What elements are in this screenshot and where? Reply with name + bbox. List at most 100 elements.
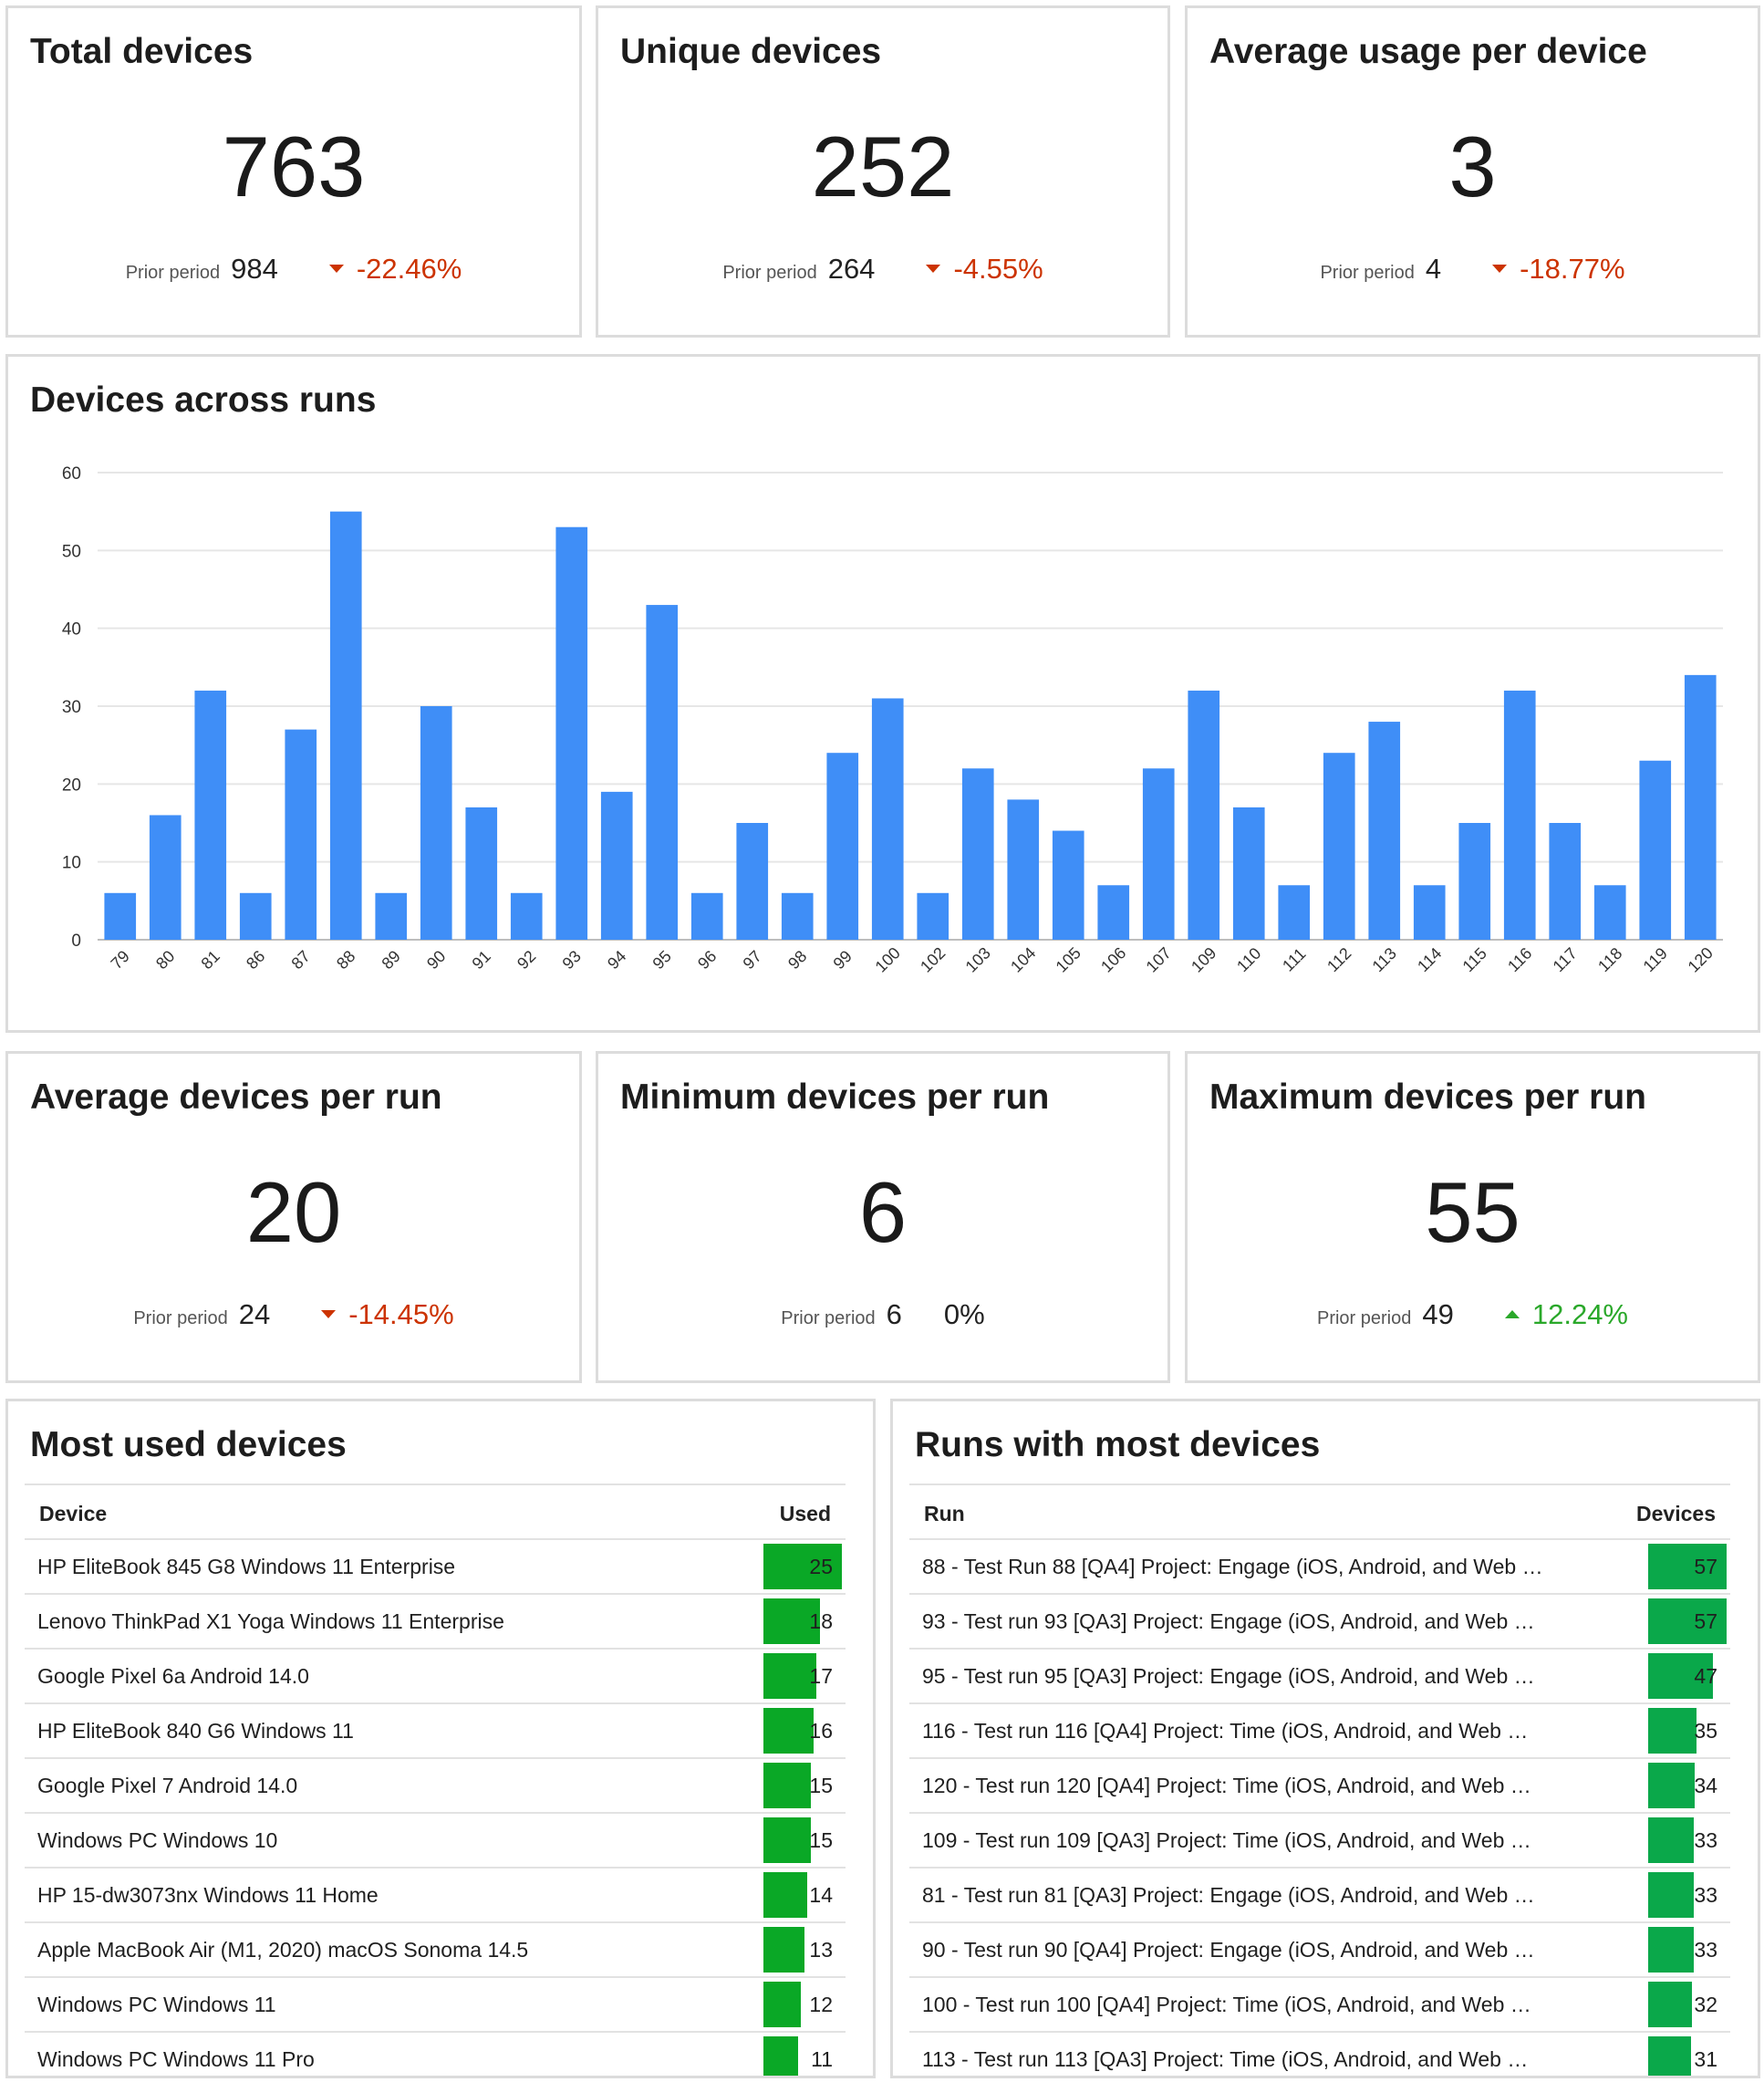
y-tick-label: 40	[62, 620, 81, 640]
kpi-value: 252	[811, 119, 955, 214]
data-bar	[763, 1653, 817, 1699]
triangle-down-icon	[1492, 265, 1508, 273]
bar-chart: 0 10 20 30 40 50 60 79 80 81 86 87 88 89 90 91 92 93 94 95 9…	[62, 464, 1723, 976]
bar-run-90[interactable]	[420, 706, 452, 940]
chart-title: Devices across runs	[30, 380, 377, 420]
bar-run-87[interactable]	[285, 729, 317, 940]
data-bar-cell: 34	[1648, 1763, 1727, 1808]
bar-run-109[interactable]	[1188, 690, 1220, 940]
table-row[interactable]: Google Pixel 7 Android 14.0 15	[25, 1759, 846, 1814]
bar-value: 47	[1694, 1664, 1717, 1688]
bar-run-115[interactable]	[1458, 823, 1491, 940]
data-bar	[1648, 1598, 1727, 1644]
table-row[interactable]: 81 - Test run 81 [QA3] Project: Engage (…	[909, 1869, 1730, 1923]
table-row[interactable]: HP 15-dw3073nx Windows 11 Home 14	[25, 1869, 846, 1923]
x-tick-label: 91	[469, 947, 494, 973]
table-row[interactable]: Windows PC Windows 11 Pro 11	[25, 2033, 846, 2076]
data-bar	[1648, 1708, 1697, 1754]
bar-run-100[interactable]	[871, 698, 904, 940]
table-row[interactable]: Apple MacBook Air (M1, 2020) macOS Sonom…	[25, 1923, 846, 1978]
bar-run-80[interactable]	[149, 815, 182, 940]
table-row[interactable]: 90 - Test run 90 [QA4] Project: Engage (…	[909, 1923, 1730, 1978]
bar-run-94[interactable]	[600, 791, 633, 940]
run-label: 81 - Test run 81 [QA3] Project: Engage (…	[922, 1883, 1535, 1907]
table-row[interactable]: 113 - Test run 113 [QA3] Project: Time (…	[909, 2033, 1730, 2076]
bar-run-107[interactable]	[1142, 768, 1175, 940]
bar-run-103[interactable]	[961, 768, 994, 940]
bar-run-105[interactable]	[1052, 830, 1084, 940]
data-bar-cell: 25	[763, 1544, 842, 1589]
bar-run-92[interactable]	[510, 892, 543, 940]
bar-run-110[interactable]	[1232, 807, 1265, 940]
column-header-devices[interactable]: Devices	[1636, 1502, 1716, 1525]
table-row[interactable]: 95 - Test run 95 [QA3] Project: Engage (…	[909, 1650, 1730, 1704]
table-row[interactable]: Windows PC Windows 11 12	[25, 1978, 846, 2033]
prior-period-label: Prior period	[1320, 263, 1415, 283]
column-header-used[interactable]: Used	[779, 1502, 831, 1525]
kpi-value: 20	[245, 1164, 342, 1260]
bar-run-117[interactable]	[1549, 823, 1582, 940]
bar-run-96[interactable]	[690, 892, 723, 940]
table-row[interactable]: Lenovo ThinkPad X1 Yoga Windows 11 Enter…	[25, 1595, 846, 1650]
delta-value: -18.77%	[1520, 253, 1625, 285]
x-tick-label: 103	[962, 943, 994, 975]
table-row[interactable]: HP EliteBook 845 G8 Windows 11 Enterpris…	[25, 1540, 846, 1595]
x-tick-label: 110	[1233, 944, 1264, 975]
table-row[interactable]: Windows PC Windows 10 15	[25, 1814, 846, 1869]
table-row[interactable]: 109 - Test run 109 [QA3] Project: Time (…	[909, 1814, 1730, 1869]
data-bar	[763, 1872, 808, 1918]
data-bar	[1648, 1653, 1713, 1699]
table-row[interactable]: HP EliteBook 840 G6 Windows 11 16	[25, 1704, 846, 1759]
bar-run-86[interactable]	[239, 892, 272, 940]
bar-run-116[interactable]	[1503, 690, 1536, 940]
bar-value: 31	[1694, 2047, 1717, 2071]
bar-run-93[interactable]	[555, 526, 588, 940]
bar-run-89[interactable]	[375, 892, 408, 940]
table-row[interactable]: 88 - Test Run 88 [QA4] Project: Engage (…	[909, 1540, 1730, 1595]
prior-period-value: 264	[827, 253, 876, 285]
prior-period-value: 24	[238, 1298, 271, 1330]
bar-run-99[interactable]	[826, 753, 859, 940]
device-label: Windows PC Windows 11 Pro	[37, 2047, 315, 2071]
table-row[interactable]: 93 - Test run 93 [QA3] Project: Engage (…	[909, 1595, 1730, 1650]
data-bar-cell: 17	[763, 1653, 842, 1699]
column-header-run[interactable]: Run	[924, 1502, 965, 1525]
bar-value: 57	[1694, 1555, 1717, 1578]
bar-run-79[interactable]	[104, 892, 137, 940]
delta-indicator: -18.77%	[1492, 253, 1625, 286]
bar-run-88[interactable]	[329, 511, 362, 940]
bar-run-95[interactable]	[646, 605, 679, 940]
kpi-card-average-usage: Average usage per device 3 Prior period …	[1185, 5, 1760, 338]
bar-run-91[interactable]	[465, 807, 498, 940]
column-header-device[interactable]: Device	[39, 1502, 108, 1525]
table-row[interactable]: 116 - Test run 116 [QA4] Project: Time (…	[909, 1704, 1730, 1759]
prior-period-label: Prior period	[781, 1308, 876, 1328]
bar-run-81[interactable]	[194, 690, 227, 940]
data-bar-cell: 47	[1648, 1653, 1727, 1699]
bar-run-106[interactable]	[1097, 885, 1130, 940]
triangle-down-icon	[926, 265, 941, 273]
bar-run-119[interactable]	[1639, 760, 1672, 940]
bar-run-97[interactable]	[736, 823, 769, 940]
bar-run-114[interactable]	[1413, 885, 1446, 940]
bar-run-118[interactable]	[1593, 885, 1626, 940]
data-bar-cell: 31	[1648, 2036, 1727, 2076]
bar-run-120[interactable]	[1684, 674, 1717, 940]
x-tick-label: 107	[1143, 943, 1175, 975]
bar-run-113[interactable]	[1368, 722, 1401, 940]
most-used-devices-table: Device Used HP EliteBook 845 G8 Windows …	[25, 1483, 846, 2076]
kpi-value: 55	[1425, 1164, 1520, 1260]
x-tick-label: 90	[423, 947, 449, 973]
runs-with-most-devices-table: Run Devices 88 - Test Run 88 [QA4] Proje…	[909, 1483, 1730, 2076]
table-row[interactable]: 100 - Test run 100 [QA4] Project: Time (…	[909, 1978, 1730, 2033]
table-row[interactable]: 120 - Test run 120 [QA4] Project: Time (…	[909, 1759, 1730, 1814]
bar-run-111[interactable]	[1278, 885, 1311, 940]
data-bar-cell: 12	[763, 1982, 842, 2027]
bar-run-98[interactable]	[781, 892, 814, 940]
bar-run-104[interactable]	[1007, 799, 1040, 940]
bar-value: 25	[809, 1555, 833, 1578]
x-tick-label: 93	[559, 947, 585, 973]
bar-run-102[interactable]	[917, 892, 949, 940]
bar-run-112[interactable]	[1323, 753, 1355, 940]
table-row[interactable]: Google Pixel 6a Android 14.0 17	[25, 1650, 846, 1704]
